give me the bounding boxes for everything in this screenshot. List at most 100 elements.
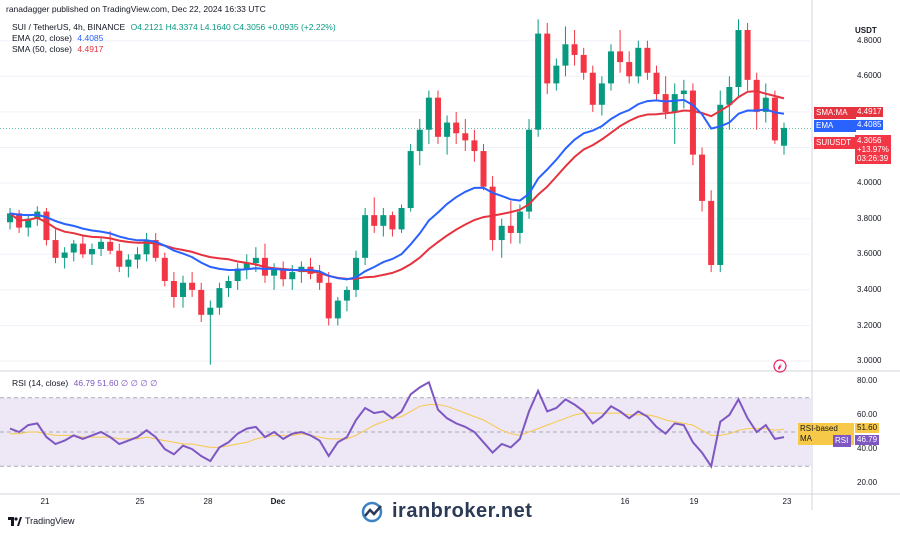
candle-body[interactable] bbox=[562, 44, 569, 66]
candle-body[interactable] bbox=[243, 263, 250, 269]
candle-body[interactable] bbox=[462, 133, 469, 141]
candle-body[interactable] bbox=[708, 200, 715, 265]
candle-body[interactable] bbox=[271, 268, 278, 276]
candle-body[interactable] bbox=[689, 90, 696, 155]
candle-body[interactable] bbox=[471, 140, 478, 152]
candle-body[interactable] bbox=[280, 268, 287, 280]
candle-body[interactable] bbox=[170, 281, 177, 298]
candle-body[interactable] bbox=[398, 208, 405, 230]
candle-body[interactable] bbox=[671, 94, 678, 112]
candle-body[interactable] bbox=[444, 122, 451, 137]
candle-body[interactable] bbox=[699, 154, 706, 201]
candle-body[interactable] bbox=[343, 289, 350, 301]
candle-body[interactable] bbox=[680, 90, 687, 95]
publisher-line: ranadagger published on TradingView.com,… bbox=[6, 4, 266, 14]
time-tick-label: 28 bbox=[203, 497, 213, 506]
sma-legend-value: 4.4917 bbox=[77, 44, 104, 54]
candle-body[interactable] bbox=[79, 243, 86, 255]
candle-body[interactable] bbox=[134, 254, 141, 260]
candle-body[interactable] bbox=[434, 97, 441, 137]
price-change: +13.97% bbox=[857, 145, 889, 154]
candle-body[interactable] bbox=[571, 44, 578, 55]
candle-body[interactable] bbox=[362, 215, 369, 258]
candle-body[interactable] bbox=[526, 129, 533, 212]
watermark-text: iranbroker.net bbox=[392, 500, 533, 522]
candle-body[interactable] bbox=[70, 243, 77, 253]
candle-body[interactable] bbox=[180, 282, 187, 298]
candle-body[interactable] bbox=[207, 307, 214, 315]
candle-body[interactable] bbox=[425, 97, 432, 130]
candle-body[interactable] bbox=[61, 252, 68, 258]
candle-body[interactable] bbox=[544, 33, 551, 84]
candle-body[interactable] bbox=[744, 30, 751, 80]
candle-body[interactable] bbox=[717, 104, 724, 265]
candle-body[interactable] bbox=[380, 215, 387, 226]
candle-body[interactable] bbox=[152, 240, 159, 258]
alert-icon[interactable] bbox=[773, 359, 787, 373]
candle-body[interactable] bbox=[234, 268, 241, 281]
candle-body[interactable] bbox=[480, 151, 487, 187]
candle-body[interactable] bbox=[316, 273, 323, 283]
candle-body[interactable] bbox=[516, 211, 523, 233]
candle-body[interactable] bbox=[325, 282, 332, 319]
candle-body[interactable] bbox=[607, 51, 614, 84]
candle-body[interactable] bbox=[644, 47, 651, 73]
candle-body[interactable] bbox=[771, 97, 778, 141]
rsi-ma-line[interactable] bbox=[10, 404, 785, 448]
candle-body[interactable] bbox=[726, 86, 733, 105]
tradingview-icon bbox=[8, 516, 22, 526]
candle-body[interactable] bbox=[161, 257, 168, 281]
candle-body[interactable] bbox=[98, 241, 105, 249]
candle-body[interactable] bbox=[407, 151, 414, 209]
ema-badge: EMA bbox=[814, 120, 856, 132]
candle-body[interactable] bbox=[353, 257, 360, 290]
candle-body[interactable] bbox=[626, 62, 633, 77]
ema-20-line[interactable] bbox=[9, 98, 785, 281]
candle-body[interactable] bbox=[116, 250, 123, 267]
candle-body[interactable] bbox=[389, 215, 396, 230]
candle-body[interactable] bbox=[635, 47, 642, 77]
candle-body[interactable] bbox=[416, 129, 423, 152]
candle-body[interactable] bbox=[216, 288, 223, 308]
price-tick-label: 3.8000 bbox=[857, 213, 882, 223]
candle-body[interactable] bbox=[198, 289, 205, 315]
candle-body[interactable] bbox=[753, 79, 760, 112]
candle-body[interactable] bbox=[371, 215, 378, 226]
price-tick-label: 3.2000 bbox=[857, 320, 882, 330]
candle-body[interactable] bbox=[189, 282, 196, 290]
candle-body[interactable] bbox=[453, 122, 460, 134]
candle-body[interactable] bbox=[535, 33, 542, 130]
rsi-legend-values: 46.79 51.60 ∅ ∅ ∅ ∅ bbox=[73, 378, 158, 388]
candle-body[interactable] bbox=[88, 248, 95, 255]
candle-body[interactable] bbox=[143, 240, 150, 255]
candle-body[interactable] bbox=[252, 257, 259, 264]
candle-body[interactable] bbox=[225, 281, 232, 289]
candle-body[interactable] bbox=[7, 213, 13, 223]
candle-body[interactable] bbox=[781, 127, 787, 146]
candle-body[interactable] bbox=[125, 259, 132, 267]
sma-legend: SMA (50, close) 4.4917 bbox=[12, 44, 103, 55]
tradingview-logo[interactable]: TradingView bbox=[8, 516, 75, 526]
candle-body[interactable] bbox=[762, 97, 769, 112]
candle-body[interactable] bbox=[107, 241, 114, 251]
candle-body[interactable] bbox=[25, 218, 32, 228]
rsi-line[interactable] bbox=[9, 380, 785, 469]
currency-unit[interactable]: USDT bbox=[855, 26, 877, 35]
candle-body[interactable] bbox=[662, 94, 669, 112]
candle-body[interactable] bbox=[735, 30, 742, 87]
candle-body[interactable] bbox=[653, 72, 660, 95]
candle-body[interactable] bbox=[617, 51, 624, 63]
candle-body[interactable] bbox=[589, 72, 596, 105]
candle-body[interactable] bbox=[507, 225, 514, 233]
candle-body[interactable] bbox=[52, 240, 59, 258]
candle-body[interactable] bbox=[289, 272, 296, 280]
candle-body[interactable] bbox=[498, 225, 505, 241]
candle-body[interactable] bbox=[489, 186, 496, 241]
candle-body[interactable] bbox=[580, 54, 587, 73]
sma-50-line[interactable] bbox=[9, 90, 785, 280]
candle-body[interactable] bbox=[598, 83, 605, 105]
candle-body[interactable] bbox=[334, 300, 341, 319]
candle-body[interactable] bbox=[43, 211, 50, 241]
candle-body[interactable] bbox=[553, 65, 560, 84]
